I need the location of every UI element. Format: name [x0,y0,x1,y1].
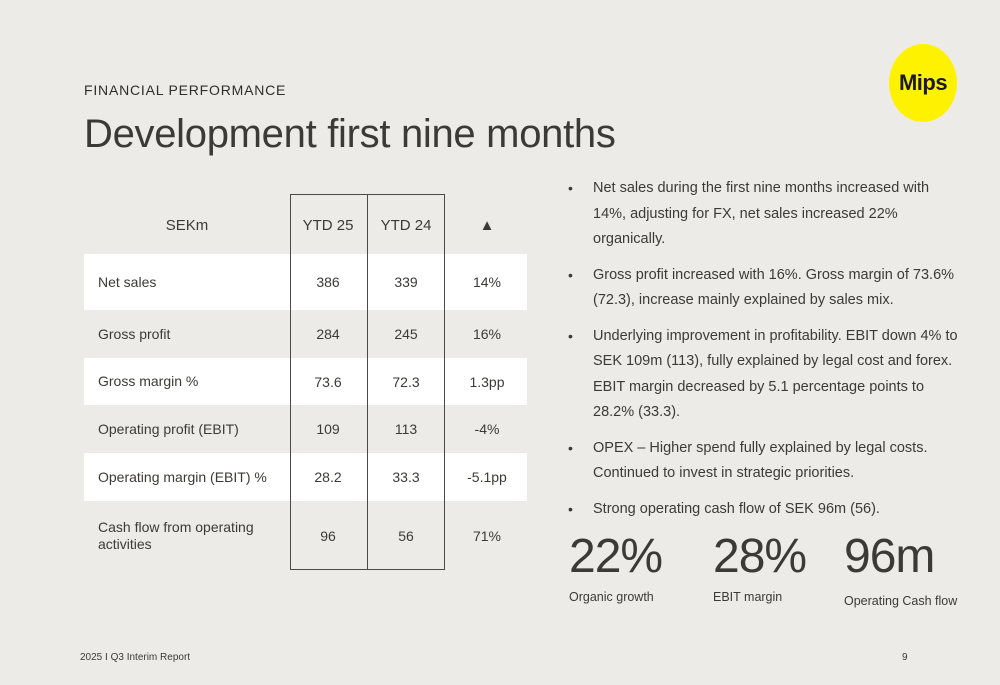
list-item: Underlying improvement in profitability.… [568,324,963,426]
list-item: Strong operating cash flow of SEK 96m (5… [568,497,963,523]
table-row: Gross profit 284 245 16% [84,310,527,358]
row-ytd25: 73.6 [314,373,342,390]
row-change: 14% [472,274,502,290]
mips-logo: Mips [889,44,957,122]
table-header-row: SEKm YTD 25 YTD 24 ▲ [84,200,527,250]
row-ytd25: 96 [320,527,336,544]
row-ytd24: 33.3 [392,469,420,485]
kpi-value: 22% [569,530,663,583]
row-ytd24: 245 [394,326,418,342]
header-ytd24: YTD 24 [380,216,432,234]
kpi-operating-cash-flow: 96m Operating Cash flow [844,528,957,608]
row-ytd24: 56 [398,527,414,544]
logo-text: Mips [898,70,948,95]
row-label: Operating profit (EBIT) [98,420,239,437]
table-row: Net sales 386 339 14% [84,254,527,310]
list-item: OPEX – Higher spend fully explained by l… [568,436,963,487]
header-change-icon: ▲ [479,216,495,234]
row-ytd24: 339 [394,274,418,290]
row-ytd25: 28.2 [314,469,342,485]
footer-page-number: 9 [902,652,908,663]
table-row: Cash flow from operating activities 96 5… [84,501,527,570]
kpi-organic-growth: 22% Organic growth [569,528,663,604]
kpi-value: 28% [713,530,807,583]
list-item: Gross profit increased with 16%. Gross m… [568,263,963,314]
row-label: Operating margin (EBIT) % [98,468,267,485]
header-sekm: SEKm [165,216,209,234]
row-ytd25: 284 [316,326,340,342]
header-ytd25: YTD 25 [302,216,354,234]
kpi-caption: EBIT margin [713,590,783,604]
table-row: Gross margin % 73.6 72.3 1.3pp [84,358,527,405]
row-change: -4% [474,421,500,437]
row-label: Cash flow from operating activities [98,518,254,552]
kpi-caption: Organic growth [569,590,654,604]
kpi-caption: Operating Cash flow [844,594,958,608]
page-title: Development first nine months [84,112,616,156]
row-ytd25: 386 [316,274,340,290]
row-change: 16% [472,326,502,342]
row-change: 1.3pp [469,373,505,390]
row-ytd24: 72.3 [392,373,420,390]
section-eyebrow: FINANCIAL PERFORMANCE [84,82,287,98]
row-change: 71% [472,527,502,544]
row-label: Gross profit [98,325,171,342]
row-change: -5.1pp [467,469,507,485]
kpi-value: 96m [844,530,935,583]
kpi-ebit-margin: 28% EBIT margin [713,528,807,604]
table-row: Operating profit (EBIT) 109 113 -4% [84,405,527,453]
commentary-list: Net sales during the first nine months i… [568,176,963,532]
list-item: Net sales during the first nine months i… [568,176,963,253]
row-ytd25: 109 [316,421,340,437]
footer-report-name: 2025 I Q3 Interim Report [80,652,191,663]
row-ytd24: 113 [394,421,418,437]
row-label: Net sales [98,273,157,290]
row-label: Gross margin % [98,373,199,389]
table-row: Operating margin (EBIT) % 28.2 33.3 -5.1… [84,453,527,501]
